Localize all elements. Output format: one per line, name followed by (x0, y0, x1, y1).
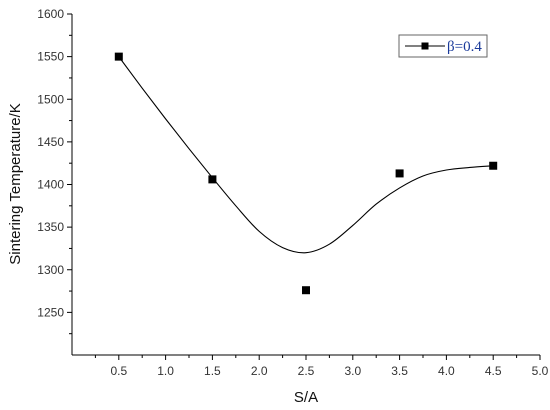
x-tick-label: 5.0 (532, 364, 549, 378)
y-tick-label: 1350 (37, 220, 64, 234)
x-tick-label: 4.0 (438, 364, 455, 378)
y-tick-label: 1600 (37, 7, 64, 21)
data-point (208, 175, 217, 184)
x-tick-label: 3.0 (344, 364, 361, 378)
x-tick-label: 2.5 (298, 364, 315, 378)
y-tick-label: 1450 (37, 135, 64, 149)
data-point (395, 169, 404, 178)
y-tick-label: 1400 (37, 178, 64, 192)
y-tick-label: 1300 (37, 263, 64, 277)
plot-area (71, 14, 540, 356)
fit-curve-line (118, 56, 494, 254)
y-axis-ticks: 1250 1300 1350 1400 1450 1500 1550 1600 (37, 7, 72, 335)
data-markers (114, 52, 498, 295)
x-tick-label: 1.5 (204, 364, 221, 378)
data-point (302, 286, 310, 295)
x-tick-label: 4.5 (485, 364, 502, 378)
data-point (114, 52, 123, 61)
y-tick-label: 1500 (37, 92, 64, 106)
y-tick-label: 1550 (37, 50, 64, 64)
legend: β=0.4 (398, 34, 488, 58)
x-axis-title: S/A (294, 389, 318, 406)
legend-marker (421, 42, 429, 50)
legend-label: β=0.4 (447, 39, 482, 55)
y-tick-label: 1250 (37, 305, 64, 319)
x-tick-label: 2.0 (251, 364, 268, 378)
x-tick-label: 1.0 (157, 364, 174, 378)
x-axis-ticks: 0.5 1.0 1.5 2.0 2.5 3.0 3.5 4.0 4.5 5.0 (94, 355, 549, 378)
x-tick-label: 3.5 (391, 364, 408, 378)
x-tick-label: 0.5 (110, 364, 127, 378)
data-point (489, 161, 498, 170)
y-axis-title: Sintering Temperature/K (7, 103, 24, 264)
